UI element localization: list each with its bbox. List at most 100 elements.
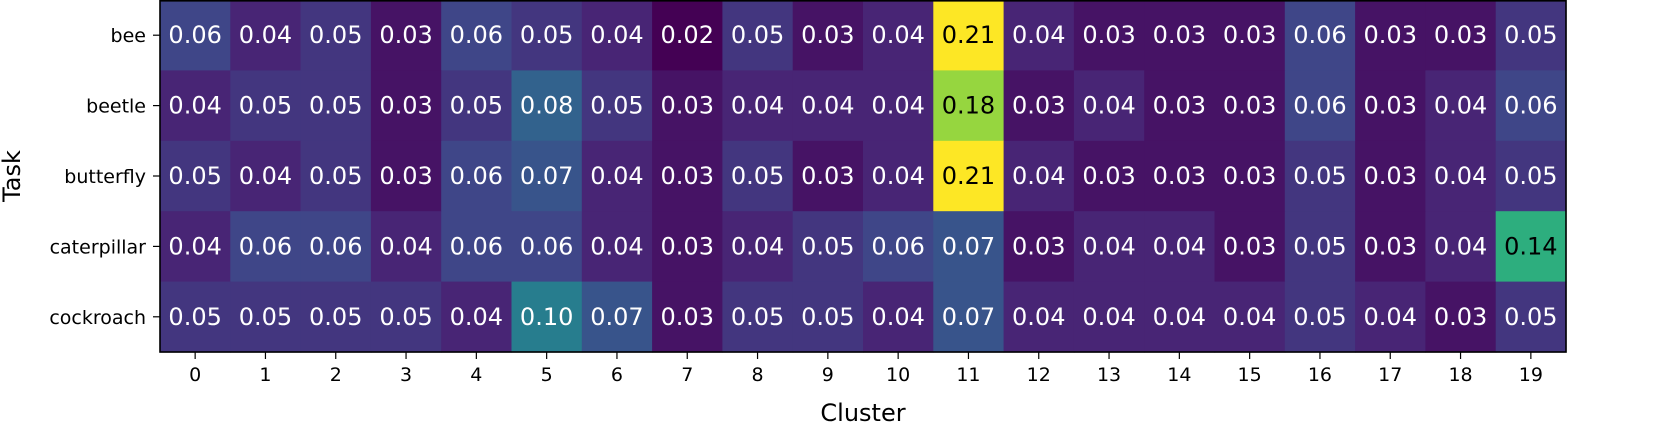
cell-value-label: 0.04 [1082,303,1135,331]
cell-value-label: 0.04 [731,92,784,120]
heatmap-cell [1495,281,1567,353]
cell-value-label: 0.04 [1153,303,1206,331]
heatmap-cell [1425,140,1497,212]
y-tick-label: cockroach [49,307,146,329]
x-tick-label: 18 [1448,364,1472,386]
heatmap-cell [441,211,513,283]
heatmap-cell [1214,140,1286,212]
cell-value-label: 0.06 [1293,21,1346,49]
heatmap-cell [581,281,653,353]
heatmap-cell [1003,281,1075,353]
cell-value-label: 0.05 [309,162,362,190]
cell-value-label: 0.03 [1223,162,1276,190]
x-tick-label: 19 [1519,364,1543,386]
heatmap-cell [933,281,1005,353]
heatmap-cell [581,140,653,212]
cell-value-label: 0.05 [168,303,221,331]
heatmap-cell [441,0,513,71]
heatmap-cell [300,281,372,353]
heatmap-cell [1003,211,1075,283]
heatmap-cell [441,281,513,353]
cell-value-label: 0.05 [1293,303,1346,331]
cell-value-label: 0.03 [1153,21,1206,49]
cell-value-label: 0.04 [1223,303,1276,331]
cell-value-label: 0.04 [450,303,503,331]
cell-value-label: 0.03 [1012,92,1065,120]
heatmap-cell [792,140,864,212]
cell-value-label: 0.04 [731,232,784,260]
cell-value-label: 0.05 [309,303,362,331]
heatmap-cell [1144,211,1216,283]
heatmap-cell [1495,140,1567,212]
heatmap-cell [1355,70,1426,142]
heatmap-cell [1284,211,1356,283]
cell-value-label: 0.03 [1364,21,1417,49]
cell-value-label: 0.03 [1364,232,1417,260]
heatmap-cell [1214,0,1286,71]
cell-value-label: 0.03 [1012,232,1065,260]
heatmap-cell [792,0,864,71]
heatmap-cell [1073,281,1145,353]
cell-value-label: 0.06 [871,232,924,260]
heatmap-cell [863,0,934,71]
heatmap-cell [511,70,583,142]
heatmap-cell [1214,281,1286,353]
heatmap-cell [933,70,1005,142]
heatmap-cell [230,281,302,353]
cell-value-label: 0.21 [942,21,995,49]
cell-value-label: 0.02 [661,21,714,49]
y-tick-label: caterpillar [50,236,147,258]
heatmap-cell [230,211,302,283]
x-tick-label: 10 [886,364,910,386]
heatmap-cell [1495,70,1567,142]
cell-value-label: 0.04 [239,21,292,49]
cell-value-label: 0.03 [661,303,714,331]
cell-value-label: 0.04 [379,232,432,260]
cell-value-label: 0.04 [168,92,221,120]
cell-value-label: 0.04 [590,232,643,260]
cell-value-label: 0.03 [1434,303,1487,331]
heatmap-cell [652,211,723,283]
cell-value-label: 0.04 [590,162,643,190]
cell-value-label: 0.05 [168,162,221,190]
cell-value-label: 0.05 [1504,303,1557,331]
heatmap-cell [863,211,934,283]
x-tick-label: 9 [822,364,834,386]
x-tick-label: 0 [189,364,201,386]
x-tick-label: 4 [470,364,482,386]
x-tick-label: 13 [1097,364,1121,386]
heatmap-cell [370,0,442,71]
cell-value-label: 0.21 [942,162,995,190]
cell-value-label: 0.05 [239,92,292,120]
heatmap-cell [863,281,934,353]
y-tick-label: butterfly [64,166,146,188]
heatmap-cell [1003,0,1075,71]
cell-value-label: 0.07 [942,232,995,260]
heatmap-cell [722,281,794,353]
cell-value-label: 0.07 [942,303,995,331]
x-axis-ticks: 0 1 2 3 4 5 6 7 8 9 10 11 12 13 14 15 16 17 18 19 [189,352,1543,386]
heatmap-cell [1425,211,1497,283]
heatmap-cell [652,0,723,71]
cell-value-label: 0.07 [590,303,643,331]
cell-value-label: 0.05 [309,21,362,49]
heatmap-cell [722,140,794,212]
heatmap-cell [1284,140,1356,212]
heatmap-cell [1355,211,1426,283]
heatmap-cell [652,70,723,142]
heatmap-cell [1425,0,1497,71]
heatmap-cells [160,0,1567,353]
heatmap-cell [370,281,442,353]
heatmap-cell [160,211,231,283]
cell-value-label: 0.05 [801,232,854,260]
cell-value-label: 0.04 [1153,232,1206,260]
cell-value-label: 0.03 [1223,232,1276,260]
cell-value-label: 0.03 [1434,21,1487,49]
heatmap-cell [1144,70,1216,142]
cell-value-label: 0.06 [450,162,503,190]
y-tick-label: bee [111,25,146,47]
x-tick-label: 17 [1378,364,1402,386]
cell-value-label: 0.03 [1082,21,1135,49]
heatmap-cell [1355,0,1426,71]
